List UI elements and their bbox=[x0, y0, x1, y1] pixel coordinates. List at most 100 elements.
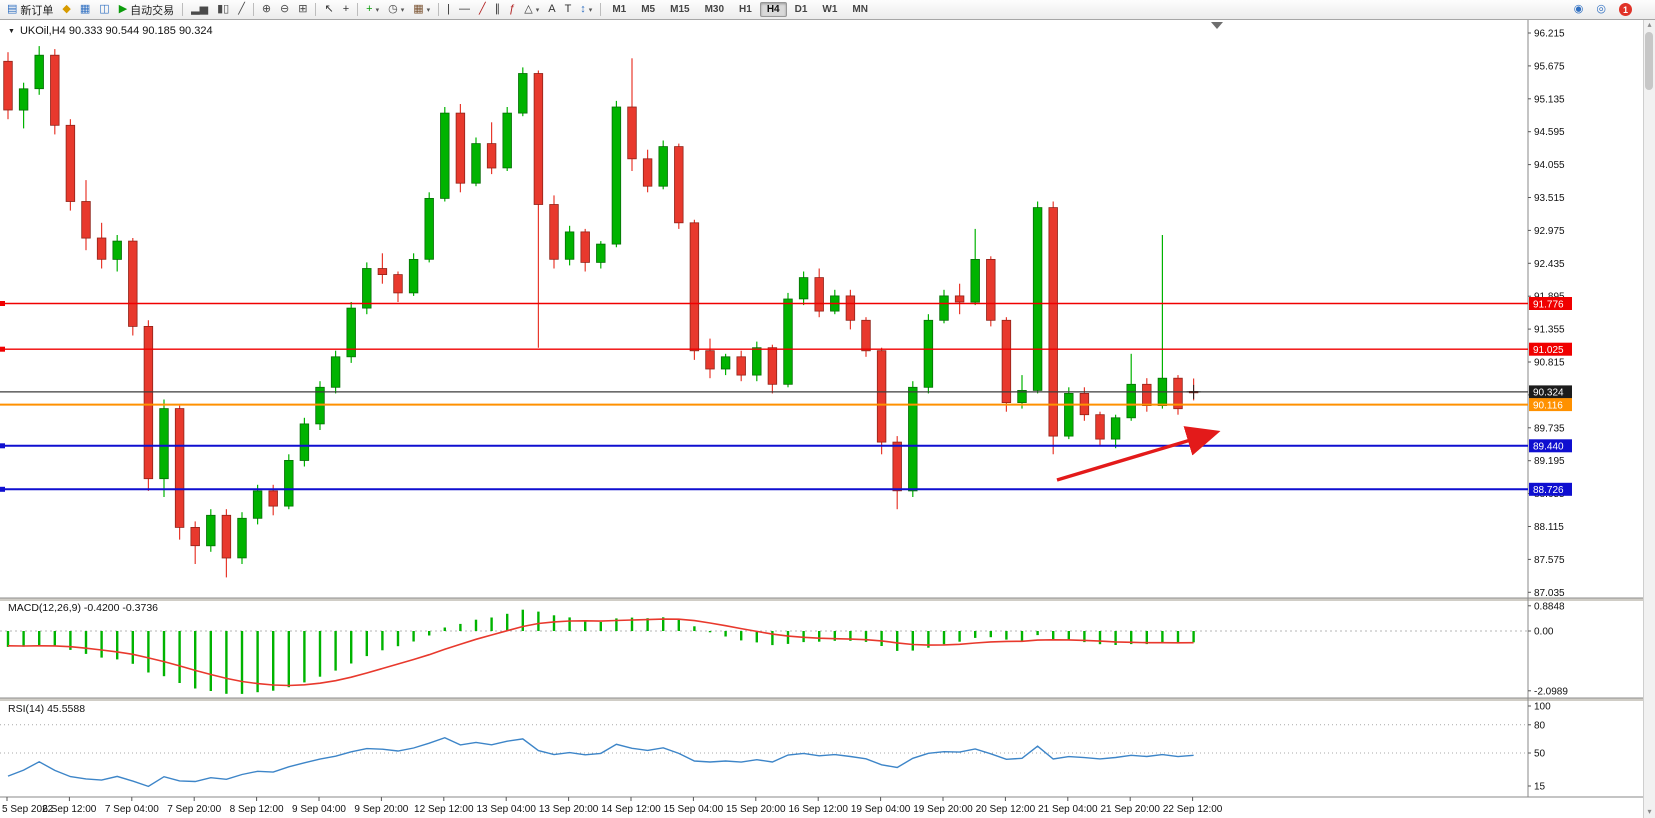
horizontal-level-lines[interactable] bbox=[0, 301, 1528, 492]
dropdown-caret-icon: ▾ bbox=[535, 6, 540, 14]
candlesticks bbox=[3, 46, 1199, 578]
chart-title: UKOil,H4 90.333 90.544 90.185 90.324 bbox=[19, 25, 213, 37]
community-icon[interactable]: ◎ bbox=[1592, 1, 1610, 19]
svg-text:8 Sep 12:00: 8 Sep 12:00 bbox=[230, 804, 284, 815]
notification-badge[interactable]: 1 bbox=[1615, 1, 1636, 19]
equidistant-channel-icon[interactable]: ∥ bbox=[491, 1, 505, 19]
toolbar-separator bbox=[182, 3, 184, 16]
toolbar-separator bbox=[252, 3, 254, 16]
chart-shift-marker[interactable] bbox=[1211, 22, 1223, 29]
svg-text:0.00: 0.00 bbox=[1534, 627, 1554, 638]
alarm-icon[interactable]: ◆ bbox=[58, 1, 74, 19]
scrollbar-thumb[interactable] bbox=[1645, 32, 1653, 90]
panel-frame bbox=[0, 19, 1655, 798]
autotrading-icon[interactable]: ▶ 自动交易 bbox=[115, 1, 178, 19]
trend-arrow-annotation[interactable] bbox=[1056, 426, 1221, 482]
svg-text:96.215: 96.215 bbox=[1534, 29, 1565, 40]
indicators-icon[interactable]: + ▾ bbox=[362, 1, 383, 19]
crosshair-icon[interactable]: + bbox=[339, 1, 353, 19]
timeframe-d1[interactable]: D1 bbox=[794, 4, 808, 15]
svg-text:-2.0989: -2.0989 bbox=[1534, 686, 1568, 697]
autotrading-icon: ▶ bbox=[118, 3, 128, 15]
chart-header: ▼ UKOil,H4 90.333 90.544 90.185 90.324 bbox=[8, 25, 213, 37]
templates-icon[interactable]: ▦ ▾ bbox=[409, 1, 434, 19]
rsi-axis[interactable]: 100 80 50 15 bbox=[1528, 702, 1551, 793]
data-window-icon[interactable]: ◫ bbox=[95, 1, 113, 19]
trendline-icon[interactable]: ╱ bbox=[475, 1, 490, 19]
chart-menu-icon[interactable]: ▼ bbox=[8, 27, 15, 35]
vertical-line-icon: | bbox=[447, 3, 450, 15]
vertical-line-icon[interactable]: | bbox=[443, 1, 454, 19]
dropdown-caret-icon: ▾ bbox=[426, 6, 431, 14]
timeframe-m5[interactable]: M5 bbox=[641, 4, 656, 15]
svg-text:13 Sep 04:00: 13 Sep 04:00 bbox=[476, 804, 536, 815]
price-axis[interactable]: 96.215 95.675 95.135 94.595 94.055 93.515 92.9… bbox=[1528, 29, 1565, 599]
arrows-icon[interactable]: ↕ ▾ bbox=[576, 1, 596, 19]
crosshair-icon: + bbox=[342, 3, 350, 15]
notification-count: 1 bbox=[1619, 3, 1632, 16]
chat-icon[interactable]: ◉ bbox=[1570, 1, 1588, 19]
timeframe-m15[interactable]: M15 bbox=[670, 4, 690, 15]
svg-text:90.815: 90.815 bbox=[1534, 358, 1565, 369]
svg-text:5 Sep 2022: 5 Sep 2022 bbox=[2, 804, 54, 815]
new-order-icon[interactable]: ▤ 新订单 bbox=[3, 1, 57, 19]
label-icon[interactable]: T bbox=[561, 1, 576, 19]
macd-signal-line bbox=[7, 618, 1194, 687]
periods-icon[interactable]: ◷ ▾ bbox=[384, 1, 408, 19]
vertical-scrollbar[interactable]: ▴ ▾ bbox=[1643, 19, 1655, 818]
label-icon: T bbox=[564, 3, 572, 15]
zoom-out-icon[interactable]: ⊖ bbox=[276, 1, 293, 19]
market-watch-icon: ▦ bbox=[79, 3, 91, 15]
svg-text:87.575: 87.575 bbox=[1534, 555, 1565, 566]
svg-text:15 Sep 04:00: 15 Sep 04:00 bbox=[664, 804, 724, 815]
main-toolbar: ▤ 新订单 ◆ ▦ ◫ ▶ 自动交易 ▂▅ ▮▯ ╱ ⊕ ⊖ ⊞ ↖ + + ▾ ◷ ▾ ▦ ▾ | — ╱ ∥ ƒ △ ▾ A T ↕ ▾ M… bbox=[0, 0, 1655, 20]
horizontal-line-icon[interactable]: — bbox=[455, 1, 474, 19]
indicators-icon: + bbox=[366, 3, 373, 15]
periods-icon: ◷ bbox=[388, 3, 398, 15]
svg-text:94.055: 94.055 bbox=[1534, 160, 1565, 171]
zoom-in-icon[interactable]: ⊕ bbox=[258, 1, 275, 19]
svg-text:90.324: 90.324 bbox=[1533, 388, 1564, 399]
text-icon[interactable]: A bbox=[544, 1, 559, 19]
svg-text:92.435: 92.435 bbox=[1534, 259, 1565, 270]
timeframe-h4[interactable]: H4 bbox=[759, 2, 787, 17]
candlestick-icon[interactable]: ▮▯ bbox=[213, 1, 233, 19]
dropdown-caret-icon: ▾ bbox=[375, 6, 380, 14]
tile-windows-icon[interactable]: ⊞ bbox=[294, 1, 311, 19]
toolbar-separator bbox=[357, 3, 359, 16]
dropdown-caret-icon: ▾ bbox=[588, 6, 593, 14]
market-watch-icon[interactable]: ▦ bbox=[76, 1, 94, 19]
community-icon: ◎ bbox=[1596, 3, 1606, 15]
macd-axis[interactable]: 0.8848 0.00 -2.0989 bbox=[1528, 601, 1568, 697]
svg-text:90.116: 90.116 bbox=[1533, 400, 1563, 411]
timeframe-m1[interactable]: M1 bbox=[612, 4, 627, 15]
scroll-up-icon[interactable]: ▴ bbox=[1647, 20, 1652, 29]
svg-text:0.8848: 0.8848 bbox=[1534, 601, 1565, 612]
shapes-icon[interactable]: △ ▾ bbox=[520, 1, 543, 19]
timeframe-m30[interactable]: M30 bbox=[704, 4, 725, 15]
candlestick-icon: ▮▯ bbox=[217, 3, 230, 15]
svg-text:12 Sep 12:00: 12 Sep 12:00 bbox=[414, 804, 474, 815]
arrows-icon: ↕ bbox=[580, 3, 586, 15]
svg-text:92.975: 92.975 bbox=[1534, 226, 1565, 237]
svg-text:7 Sep 04:00: 7 Sep 04:00 bbox=[105, 804, 159, 815]
macd-label: MACD(12,26,9) -0.4200 -0.3736 bbox=[8, 602, 158, 614]
fibonacci-icon[interactable]: ƒ bbox=[505, 1, 519, 19]
svg-text:89.195: 89.195 bbox=[1534, 456, 1565, 467]
timeframe-w1[interactable]: W1 bbox=[822, 4, 838, 15]
svg-text:100: 100 bbox=[1534, 702, 1551, 713]
svg-text:16 Sep 12:00: 16 Sep 12:00 bbox=[788, 804, 848, 815]
svg-text:89.440: 89.440 bbox=[1533, 442, 1564, 453]
shapes-icon: △ bbox=[524, 3, 533, 15]
scroll-down-icon[interactable]: ▾ bbox=[1647, 807, 1652, 816]
timeframe-h1[interactable]: H1 bbox=[739, 4, 752, 15]
cursor-icon[interactable]: ↖ bbox=[320, 1, 337, 19]
zoom-in-icon: ⊕ bbox=[261, 3, 272, 15]
bar-chart-icon[interactable]: ▂▅ bbox=[187, 1, 212, 19]
line-chart-icon[interactable]: ╱ bbox=[234, 1, 249, 19]
timeframe-mn[interactable]: MN bbox=[852, 4, 868, 15]
svg-text:93.515: 93.515 bbox=[1534, 193, 1565, 204]
